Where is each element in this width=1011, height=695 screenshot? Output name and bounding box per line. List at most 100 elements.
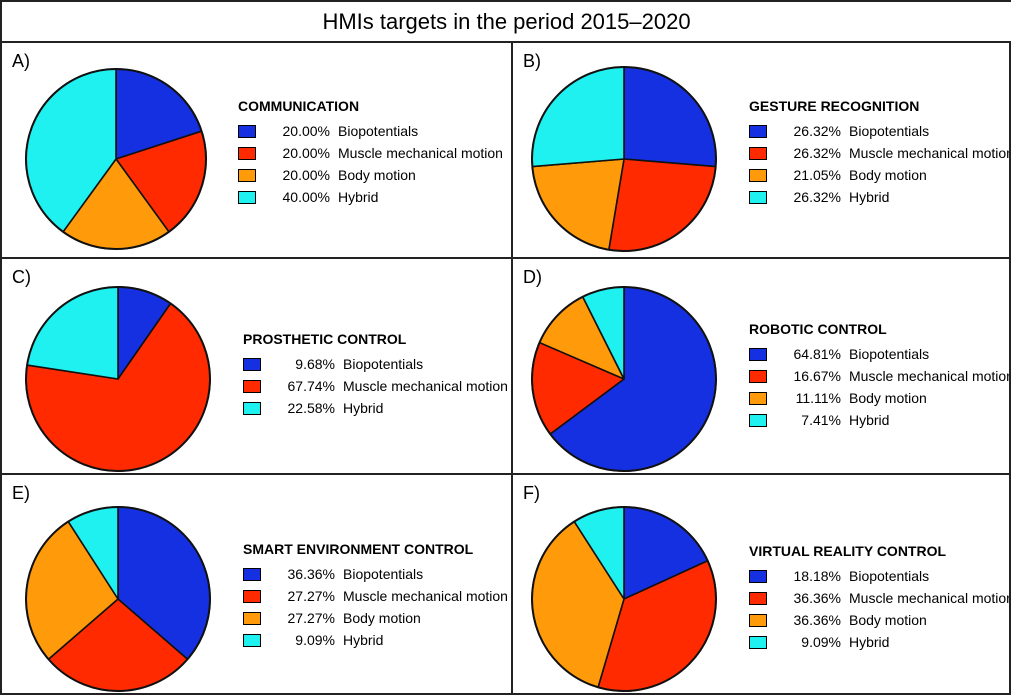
- legend-swatch: [243, 589, 261, 603]
- legend-item-biopotentials: 9.68% Biopotentials: [243, 353, 508, 375]
- legend-label: Biopotentials: [343, 566, 424, 582]
- data-label: 40.00%: [282, 189, 330, 205]
- pie-slice-hybrid: [531, 66, 625, 168]
- data-label: 26.32%: [793, 145, 841, 161]
- panel-gesture-recognition: B) GESTURE RECOGNITION 26.32% Biopotentials…: [511, 41, 1011, 259]
- legend-label: Biopotentials: [849, 568, 930, 584]
- legend-item-hybrid: 9.09% Hybrid: [243, 629, 508, 651]
- data-label: 27.27%: [287, 588, 335, 604]
- legend-item-biopotentials: 18.18% Biopotentials: [749, 565, 1009, 587]
- data-label: 36.36%: [793, 612, 841, 628]
- legend-label: Hybrid: [849, 634, 890, 650]
- panel-letter: A): [12, 51, 30, 71]
- pie-outline: [25, 506, 211, 692]
- pie-outline: [531, 66, 717, 252]
- legend-item-biopotentials: 20.00% Biopotentials: [238, 120, 503, 142]
- data-label: 9.09%: [801, 634, 841, 650]
- legend-item-biopotentials: 36.36% Biopotentials: [243, 563, 508, 585]
- data-label: 9.09%: [295, 632, 335, 648]
- legend-label: Muscle mechanical motion: [849, 145, 1011, 161]
- legend-item-body-motion: 11.11% Body motion: [749, 387, 1009, 409]
- data-label: 21.05%: [793, 167, 841, 183]
- legend: GESTURE RECOGNITION 26.32% Biopotentials 26…: [749, 98, 1011, 208]
- pie-chart: [25, 506, 211, 692]
- data-label: 7.41%: [801, 412, 841, 428]
- pie-outline: [25, 286, 211, 472]
- legend-label: Hybrid: [849, 189, 890, 205]
- data-label: 16.67%: [793, 368, 841, 384]
- legend-swatch: [238, 168, 256, 182]
- legend-label: Body motion: [849, 390, 927, 406]
- data-label: 20.00%: [282, 167, 330, 183]
- legend-item-biopotentials: 26.32% Biopotentials: [749, 120, 1009, 142]
- legend-label: Biopotentials: [338, 123, 419, 139]
- legend-label: Hybrid: [343, 632, 384, 648]
- pie-outline: [25, 68, 207, 250]
- data-label: 18.18%: [793, 568, 841, 584]
- legend-item-body-motion: 36.36% Body motion: [749, 609, 1009, 631]
- panel-letter: D): [523, 267, 542, 287]
- figure-title: HMIs targets in the period 2015–2020: [0, 0, 1011, 43]
- legend-swatch: [243, 567, 261, 581]
- legend-item-muscle-mechanical-motion: 36.36% Muscle mechanical motion: [749, 587, 1009, 609]
- pie-slice-muscle-mechanical-motion: [608, 158, 717, 252]
- legend-item-hybrid: 7.41% Hybrid: [749, 409, 1009, 431]
- legend-label: Muscle mechanical motion: [849, 368, 1011, 384]
- legend-swatch: [749, 613, 767, 627]
- pie-slice-biopotentials: [623, 66, 717, 168]
- data-label: 27.27%: [287, 610, 335, 626]
- panel-robotic-control: D) ROBOTIC CONTROL 64.81% Biopotentials 16.6…: [511, 257, 1011, 475]
- legend-label: Biopotentials: [343, 356, 424, 372]
- legend-swatch: [243, 611, 261, 625]
- panel-communication: A) COMMUNICATION 20.00% Biopotentials 20.00%…: [0, 41, 513, 259]
- panel-letter: E): [12, 483, 30, 503]
- data-label: 36.36%: [793, 590, 841, 606]
- legend-label: Body motion: [338, 167, 416, 183]
- pie-chart: [531, 506, 717, 692]
- legend-swatch: [749, 591, 767, 605]
- figure-title-text: HMIs targets in the period 2015–2020: [322, 8, 691, 34]
- legend-item-muscle-mechanical-motion: 26.32% Muscle mechanical motion: [749, 142, 1011, 164]
- legend-swatch: [243, 357, 261, 371]
- legend-label: Muscle mechanical motion: [343, 588, 508, 604]
- data-label: 22.58%: [287, 400, 335, 416]
- pie-outline: [531, 286, 717, 472]
- legend: PROSTHETIC CONTROL 9.68% Biopotentials 67.7…: [243, 331, 508, 419]
- data-label: 11.11%: [795, 390, 841, 406]
- legend-label: Body motion: [849, 612, 927, 628]
- legend: SMART ENVIRONMENT CONTROL 36.36% Biopotent…: [243, 541, 508, 651]
- pie-chart: [531, 286, 717, 472]
- panel-letter: F): [523, 483, 540, 503]
- legend-label: Body motion: [343, 610, 421, 626]
- legend-swatch: [243, 379, 261, 393]
- legend-swatch: [749, 391, 767, 405]
- legend-swatch: [238, 124, 256, 138]
- chart-title: SMART ENVIRONMENT CONTROL: [243, 541, 474, 557]
- legend-label: Muscle mechanical motion: [343, 378, 508, 394]
- legend-swatch: [749, 168, 767, 182]
- legend-swatch: [749, 146, 767, 160]
- legend-swatch: [238, 190, 256, 204]
- legend-label: Hybrid: [849, 412, 890, 428]
- legend-item-hybrid: 26.32% Hybrid: [749, 186, 1009, 208]
- legend-swatch: [749, 635, 767, 649]
- legend-item-muscle-mechanical-motion: 67.74% Muscle mechanical motion: [243, 375, 508, 397]
- legend-swatch: [243, 633, 261, 647]
- legend-label: Body motion: [849, 167, 927, 183]
- legend-swatch: [243, 401, 261, 415]
- legend-item-body-motion: 21.05% Body motion: [749, 164, 1009, 186]
- legend: ROBOTIC CONTROL 64.81% Biopotentials 16.67%…: [749, 321, 1011, 431]
- chart-title: COMMUNICATION: [238, 98, 360, 114]
- pie-outline: [531, 506, 717, 692]
- legend-swatch: [749, 369, 767, 383]
- legend: VIRTUAL REALITY CONTROL 18.18% Biopotentia…: [749, 543, 1009, 653]
- pie-slice-hybrid: [26, 286, 119, 380]
- data-label: 20.00%: [282, 123, 330, 139]
- legend-label: Biopotentials: [849, 346, 930, 362]
- data-label: 9.68%: [295, 356, 335, 372]
- data-label: 36.36%: [287, 566, 335, 582]
- legend-label: Hybrid: [338, 189, 379, 205]
- chart-title: GESTURE RECOGNITION: [749, 98, 920, 114]
- legend-swatch: [749, 347, 767, 361]
- panel-smart-environment-control: E) SMART ENVIRONMENT CONTROL 36.36% Biopote…: [0, 473, 513, 695]
